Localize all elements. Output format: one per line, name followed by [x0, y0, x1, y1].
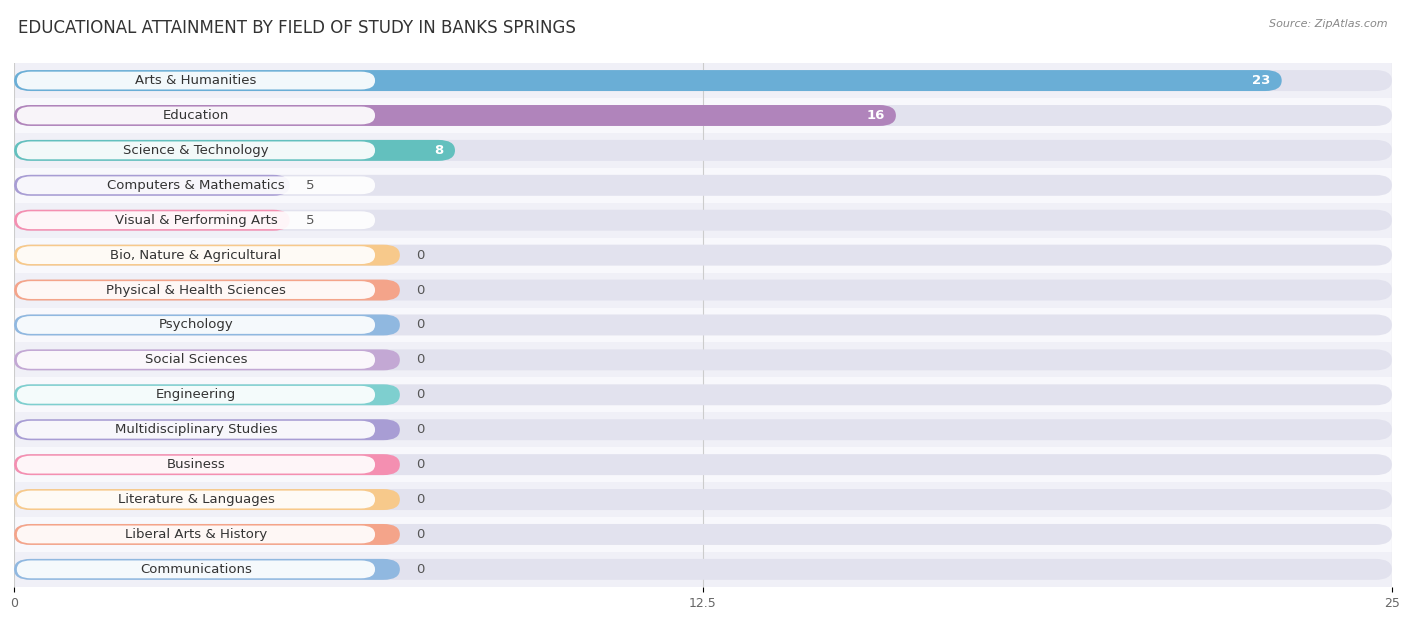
FancyBboxPatch shape — [14, 209, 1392, 231]
FancyBboxPatch shape — [14, 350, 399, 370]
FancyBboxPatch shape — [17, 141, 375, 159]
FancyBboxPatch shape — [14, 105, 896, 126]
FancyBboxPatch shape — [14, 419, 1392, 440]
Bar — [14, 377, 1392, 412]
Bar — [14, 552, 1392, 587]
Text: 0: 0 — [416, 528, 425, 541]
FancyBboxPatch shape — [14, 559, 399, 580]
Bar — [14, 238, 1392, 273]
Text: Science & Technology: Science & Technology — [124, 144, 269, 157]
Text: 23: 23 — [1253, 74, 1271, 87]
Text: Communications: Communications — [141, 563, 252, 576]
FancyBboxPatch shape — [17, 526, 375, 543]
Text: 0: 0 — [416, 493, 425, 506]
FancyBboxPatch shape — [14, 314, 1392, 336]
Bar — [14, 203, 1392, 238]
FancyBboxPatch shape — [17, 281, 375, 299]
FancyBboxPatch shape — [17, 177, 375, 194]
FancyBboxPatch shape — [17, 246, 375, 264]
Text: Arts & Humanities: Arts & Humanities — [135, 74, 257, 87]
FancyBboxPatch shape — [14, 245, 1392, 266]
Text: 0: 0 — [416, 249, 425, 262]
FancyBboxPatch shape — [14, 70, 1392, 91]
Text: 16: 16 — [866, 109, 884, 122]
FancyBboxPatch shape — [14, 350, 1392, 370]
Text: Visual & Performing Arts: Visual & Performing Arts — [114, 214, 277, 227]
Bar — [14, 133, 1392, 168]
FancyBboxPatch shape — [17, 211, 375, 229]
Text: 0: 0 — [416, 353, 425, 367]
Text: 8: 8 — [434, 144, 444, 157]
Text: 0: 0 — [416, 458, 425, 471]
Text: 5: 5 — [307, 179, 315, 192]
FancyBboxPatch shape — [14, 559, 1392, 580]
Text: 0: 0 — [416, 319, 425, 331]
Text: Multidisciplinary Studies: Multidisciplinary Studies — [115, 423, 277, 436]
FancyBboxPatch shape — [14, 140, 456, 161]
Text: Bio, Nature & Agricultural: Bio, Nature & Agricultural — [111, 249, 281, 262]
FancyBboxPatch shape — [17, 316, 375, 334]
FancyBboxPatch shape — [17, 491, 375, 509]
FancyBboxPatch shape — [14, 489, 1392, 510]
FancyBboxPatch shape — [14, 280, 399, 300]
FancyBboxPatch shape — [14, 175, 290, 196]
Bar — [14, 412, 1392, 447]
FancyBboxPatch shape — [14, 524, 399, 545]
Text: Psychology: Psychology — [159, 319, 233, 331]
Text: Education: Education — [163, 109, 229, 122]
Text: Business: Business — [166, 458, 225, 471]
Bar — [14, 63, 1392, 98]
Text: Engineering: Engineering — [156, 388, 236, 401]
Bar — [14, 517, 1392, 552]
FancyBboxPatch shape — [14, 175, 1392, 196]
Text: 5: 5 — [307, 214, 315, 227]
Text: Literature & Languages: Literature & Languages — [118, 493, 274, 506]
FancyBboxPatch shape — [17, 421, 375, 439]
FancyBboxPatch shape — [17, 386, 375, 404]
Text: 0: 0 — [416, 283, 425, 297]
Bar — [14, 98, 1392, 133]
FancyBboxPatch shape — [14, 524, 1392, 545]
Text: 0: 0 — [416, 563, 425, 576]
FancyBboxPatch shape — [14, 280, 1392, 300]
FancyBboxPatch shape — [14, 245, 399, 266]
FancyBboxPatch shape — [14, 419, 399, 440]
Bar — [14, 447, 1392, 482]
FancyBboxPatch shape — [14, 209, 290, 231]
FancyBboxPatch shape — [14, 105, 1392, 126]
Bar — [14, 307, 1392, 343]
FancyBboxPatch shape — [14, 489, 399, 510]
Text: Social Sciences: Social Sciences — [145, 353, 247, 367]
Bar — [14, 168, 1392, 203]
FancyBboxPatch shape — [14, 70, 1282, 91]
FancyBboxPatch shape — [17, 107, 375, 124]
Text: 0: 0 — [416, 388, 425, 401]
FancyBboxPatch shape — [17, 560, 375, 578]
Text: Physical & Health Sciences: Physical & Health Sciences — [105, 283, 285, 297]
FancyBboxPatch shape — [14, 454, 1392, 475]
FancyBboxPatch shape — [14, 384, 399, 405]
Text: Source: ZipAtlas.com: Source: ZipAtlas.com — [1270, 19, 1388, 29]
FancyBboxPatch shape — [17, 351, 375, 369]
Bar — [14, 273, 1392, 307]
Text: Computers & Mathematics: Computers & Mathematics — [107, 179, 285, 192]
FancyBboxPatch shape — [14, 314, 399, 336]
Text: 0: 0 — [416, 423, 425, 436]
FancyBboxPatch shape — [17, 456, 375, 473]
FancyBboxPatch shape — [14, 384, 1392, 405]
Bar — [14, 482, 1392, 517]
FancyBboxPatch shape — [17, 72, 375, 90]
FancyBboxPatch shape — [14, 454, 399, 475]
Bar — [14, 343, 1392, 377]
Text: Liberal Arts & History: Liberal Arts & History — [125, 528, 267, 541]
FancyBboxPatch shape — [14, 140, 1392, 161]
Text: EDUCATIONAL ATTAINMENT BY FIELD OF STUDY IN BANKS SPRINGS: EDUCATIONAL ATTAINMENT BY FIELD OF STUDY… — [18, 19, 576, 37]
